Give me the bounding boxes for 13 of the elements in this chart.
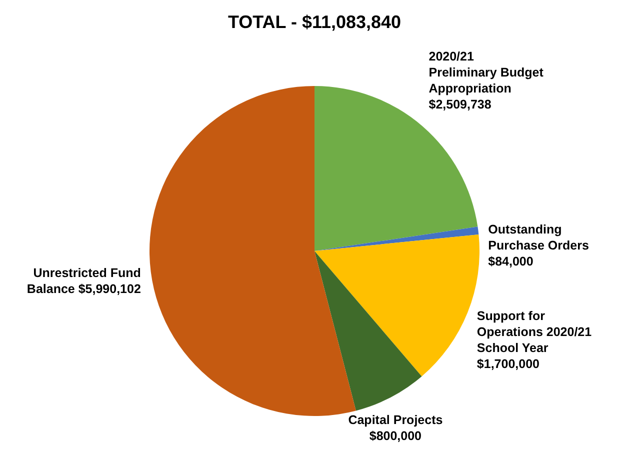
slice-label: 2020/21 Preliminary Budget Appropriation [428,49,544,96]
slice-label: Outstanding Purchase Orders [488,222,589,252]
slice-label: Support for Operations 2020/21 School Year [476,309,592,356]
slice-label: Unrestricted Fund Balance $5,990,102 [26,266,141,296]
pie-slice [314,226,479,251]
pie-slice [314,251,422,411]
chart-title: TOTAL - $11,083,840 [228,12,402,32]
pie-slice [150,86,356,416]
data-label: $800,000 [369,429,422,444]
data-label: $1,700,000 [476,357,540,372]
slice-label: Capital Projects [348,413,443,428]
data-label: $2,509,738 [428,97,492,112]
data-label: $84,000 [488,254,534,268]
